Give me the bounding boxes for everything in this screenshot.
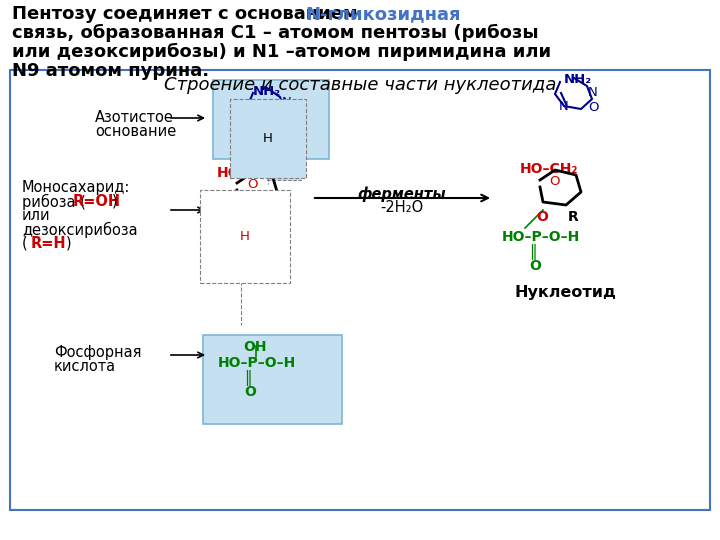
Text: N: N	[282, 96, 292, 109]
Text: O: O	[529, 259, 541, 273]
Text: R: R	[265, 212, 275, 226]
Text: Строение и составные части нуклеотида: Строение и составные части нуклеотида	[164, 76, 556, 94]
Text: Моносахарид:: Моносахарид:	[22, 180, 130, 195]
Text: Азотистое: Азотистое	[95, 110, 174, 125]
Text: ‖: ‖	[529, 244, 537, 260]
Text: NH₂: NH₂	[564, 73, 592, 86]
Text: O: O	[247, 178, 257, 191]
Text: N9 атомом пурина.: N9 атомом пурина.	[12, 62, 209, 80]
Text: O: O	[550, 175, 560, 188]
Text: ): )	[112, 194, 117, 209]
Text: HO–CH₂: HO–CH₂	[217, 166, 275, 180]
Text: кислота: кислота	[54, 359, 116, 374]
Text: рибоза (: рибоза (	[22, 194, 86, 210]
Text: N-гликозидная: N-гликозидная	[305, 5, 461, 23]
Text: -2H₂O: -2H₂O	[380, 200, 423, 215]
Text: NH₂: NH₂	[253, 85, 281, 98]
Text: или дезоксирибозы) и N1 –атомом пиримидина или: или дезоксирибозы) и N1 –атомом пиримиди…	[12, 43, 551, 61]
Text: ‖: ‖	[244, 370, 252, 386]
Text: основание: основание	[95, 124, 176, 139]
Text: дезоксирибоза: дезоксирибоза	[22, 222, 138, 238]
Text: N: N	[254, 111, 264, 124]
Text: HO–P–O–H: HO–P–O–H	[218, 356, 296, 370]
Text: R: R	[567, 210, 578, 224]
Text: H: H	[240, 230, 250, 243]
Text: H: H	[263, 132, 273, 145]
Text: O: O	[536, 210, 548, 224]
Text: HO–P–O–H: HO–P–O–H	[502, 230, 580, 244]
Text: OH: OH	[243, 340, 266, 354]
FancyBboxPatch shape	[203, 335, 342, 424]
Text: Нуклеотид: Нуклеотид	[514, 285, 616, 300]
Text: связь, образованная С1 – атомом пентозы (рибозы: связь, образованная С1 – атомом пентозы …	[12, 24, 539, 42]
Text: ): )	[66, 236, 71, 251]
Text: OH: OH	[273, 166, 297, 180]
Text: HO–CH₂: HO–CH₂	[520, 162, 578, 176]
Text: O: O	[232, 212, 244, 226]
Text: O: O	[281, 112, 292, 125]
FancyBboxPatch shape	[10, 70, 710, 510]
FancyBboxPatch shape	[213, 80, 329, 159]
Text: (: (	[22, 236, 28, 251]
Text: N: N	[559, 100, 569, 113]
Text: N: N	[588, 86, 598, 99]
Text: Фосфорная: Фосфорная	[54, 345, 142, 360]
Text: R=H: R=H	[31, 236, 67, 251]
Text: или: или	[22, 208, 50, 223]
Text: R=OH: R=OH	[73, 194, 121, 209]
FancyBboxPatch shape	[267, 162, 301, 180]
Text: ферменты: ферменты	[358, 186, 446, 201]
Text: O: O	[588, 101, 598, 114]
Text: O: O	[244, 385, 256, 399]
Text: Пентозу соединяет с основанием: Пентозу соединяет с основанием	[12, 5, 364, 23]
